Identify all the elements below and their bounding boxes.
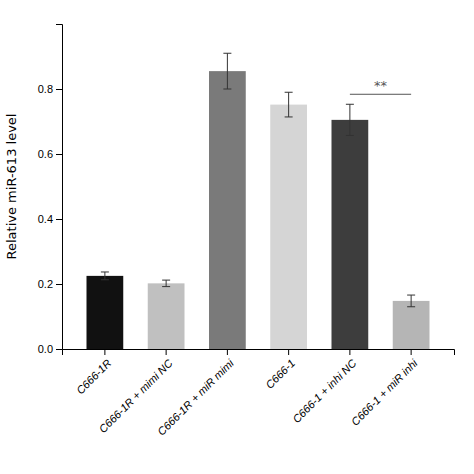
y-tick-mark bbox=[56, 154, 62, 155]
error-bar-cap bbox=[162, 286, 170, 287]
y-tick-label: 0.8 bbox=[38, 83, 53, 95]
x-tick-label: C666-1 + inhi NC bbox=[290, 357, 358, 425]
error-bar bbox=[346, 104, 354, 135]
x-axis: C666-1RC666-1R + mimi NCC666-1R + miR mi… bbox=[63, 349, 455, 438]
y-tick-mark bbox=[56, 284, 62, 285]
y-tick-mark bbox=[56, 349, 62, 350]
error-bar bbox=[285, 92, 293, 117]
bar bbox=[148, 283, 185, 349]
x-tick-label: C666-1 + miR inhi bbox=[349, 356, 420, 427]
bar bbox=[209, 71, 246, 349]
error-bar bbox=[407, 295, 415, 307]
error-bar-cap bbox=[407, 295, 415, 296]
x-tick: C666-1R + miR mimi bbox=[155, 349, 236, 438]
x-tick-label: C666-1R + miR mimi bbox=[155, 356, 236, 437]
error-bar-stem bbox=[288, 92, 289, 117]
y-tick: 0.4 bbox=[38, 213, 62, 225]
error-bar-cap bbox=[101, 271, 109, 272]
x-tick-label: C666-1 bbox=[263, 357, 297, 391]
y-axis-line bbox=[56, 25, 63, 350]
x-tick: C666-1 bbox=[263, 349, 297, 391]
error-bar-cap bbox=[346, 135, 354, 136]
chart: 0.00.20.40.60.8C666-1RC666-1R + mimi NCC… bbox=[0, 0, 474, 474]
error-bar-cap bbox=[223, 89, 231, 90]
x-tick-mark bbox=[227, 349, 228, 355]
bar bbox=[270, 105, 307, 349]
error-bar-stem bbox=[104, 272, 105, 280]
x-tick-label: C666-1R bbox=[74, 357, 114, 397]
error-bar-cap bbox=[407, 306, 415, 307]
error-bar-cap bbox=[223, 53, 231, 54]
error-bar bbox=[162, 280, 170, 287]
y-tick-label: 0.2 bbox=[38, 278, 53, 290]
error-bar-cap bbox=[162, 280, 170, 281]
annotations: ** bbox=[350, 78, 411, 94]
x-tick-mark bbox=[166, 349, 167, 355]
significance-line bbox=[350, 94, 411, 95]
y-tick-mark bbox=[56, 219, 62, 220]
x-tick-mark bbox=[288, 349, 289, 355]
error-bar bbox=[101, 272, 109, 280]
y-tick: 0.6 bbox=[38, 148, 62, 160]
x-axis-line bbox=[63, 350, 455, 356]
y-tick: 0.2 bbox=[38, 278, 62, 290]
x-tick-mark bbox=[411, 349, 412, 355]
error-bar-cap bbox=[101, 279, 109, 280]
x-tick: C666-1 + miR inhi bbox=[349, 349, 420, 428]
y-tick-label: 0.6 bbox=[38, 148, 53, 160]
x-tick: C666-1 + inhi NC bbox=[290, 349, 358, 425]
error-bar-cap bbox=[285, 116, 293, 117]
plot: 0.00.20.40.60.8C666-1RC666-1R + mimi NCC… bbox=[38, 25, 455, 438]
x-tick-mark bbox=[104, 349, 105, 355]
bar bbox=[332, 120, 369, 349]
error-bar bbox=[223, 53, 231, 89]
y-tick-label: 0.0 bbox=[38, 343, 53, 355]
y-tick-mark bbox=[56, 89, 62, 90]
y-axis-title: Relative miR-613 level bbox=[4, 114, 19, 260]
error-bar-stem bbox=[166, 280, 167, 287]
y-tick: 0.8 bbox=[38, 83, 62, 95]
error-bar-cap bbox=[285, 92, 293, 93]
error-bar-stem bbox=[411, 295, 412, 307]
error-bar-stem bbox=[349, 104, 350, 135]
y-axis: 0.0 0.2 0.4 0.6 0.8 bbox=[38, 25, 63, 356]
x-tick-mark bbox=[349, 349, 350, 355]
y-tick: 0.0 bbox=[38, 343, 62, 355]
bar bbox=[393, 301, 430, 349]
y-tick-label: 0.4 bbox=[38, 213, 53, 225]
error-bar-stem bbox=[227, 53, 228, 89]
significance-text: ** bbox=[374, 78, 388, 93]
marks bbox=[87, 53, 430, 349]
bar bbox=[87, 276, 124, 349]
x-tick: C666-1R bbox=[74, 349, 114, 396]
error-bar-cap bbox=[346, 104, 354, 105]
